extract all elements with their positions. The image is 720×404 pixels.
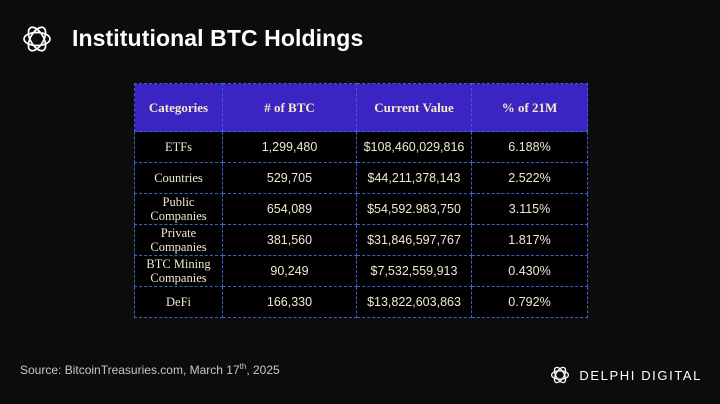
value-cell: $108,460,029,816 — [356, 131, 472, 163]
header-current-value: Current Value — [356, 83, 472, 132]
btc-cell: 381,560 — [222, 224, 357, 256]
value-cell: $44,211,378,143 — [356, 162, 472, 194]
header-btc-count: # of BTC — [222, 83, 357, 132]
header-percent-of-21m: % of 21M — [471, 83, 588, 132]
table-row: BTC Mining Companies 90,249 $7,532,559,9… — [134, 255, 588, 287]
source-ordinal: th — [239, 362, 247, 371]
percent-cell: 3.115% — [471, 193, 588, 225]
value-cell: $7,532,559,913 — [356, 255, 472, 287]
source-text: Source: BitcoinTreasuries.com, March 17 — [20, 363, 240, 377]
category-cell: Private Companies — [134, 224, 223, 256]
table-row: Public Companies 654,089 $54,592.983,750… — [134, 193, 588, 225]
brand-name: DELPHI DIGITAL — [579, 367, 702, 383]
btc-cell: 1,299,480 — [222, 131, 357, 163]
percent-cell: 6.188% — [471, 131, 588, 163]
table-row: DeFi 166,330 $13,822,603,863 0.792% — [134, 286, 588, 318]
brand-logo: DELPHI DIGITAL — [549, 364, 702, 386]
source-year: , 2025 — [246, 363, 280, 377]
value-cell: $54,592.983,750 — [356, 193, 472, 225]
category-cell: DeFi — [134, 286, 223, 318]
btc-cell: 90,249 — [222, 255, 357, 287]
percent-cell: 2.522% — [471, 162, 588, 194]
table-row: Private Companies 381,560 $31,846,597,76… — [134, 224, 588, 256]
btc-cell: 166,330 — [222, 286, 357, 318]
percent-cell: 0.430% — [471, 255, 588, 287]
category-cell: Countries — [134, 162, 223, 194]
table-row: Countries 529,705 $44,211,378,143 2.522% — [134, 162, 588, 194]
header-categories: Categories — [134, 83, 223, 132]
category-cell: ETFs — [134, 131, 223, 163]
btc-cell: 529,705 — [222, 162, 357, 194]
category-cell: BTC Mining Companies — [134, 255, 223, 287]
percent-cell: 0.792% — [471, 286, 588, 318]
percent-cell: 1.817% — [471, 224, 588, 256]
category-cell: Public Companies — [134, 193, 223, 225]
btc-cell: 654,089 — [222, 193, 357, 225]
value-cell: $31,846,597,767 — [356, 224, 472, 256]
page-title: Institutional BTC Holdings — [72, 25, 364, 51]
holdings-table: Categories # of BTC Current Value % of 2… — [134, 83, 588, 318]
delphi-logo-icon — [23, 26, 51, 52]
delphi-flower-icon — [551, 366, 570, 384]
value-cell: $13,822,603,863 — [356, 286, 472, 318]
source-note: Source: BitcoinTreasuries.com, March 17t… — [20, 362, 280, 377]
table-row: ETFs 1,299,480 $108,460,029,816 6.188% — [134, 131, 588, 163]
table-header-row: Categories # of BTC Current Value % of 2… — [134, 83, 588, 132]
